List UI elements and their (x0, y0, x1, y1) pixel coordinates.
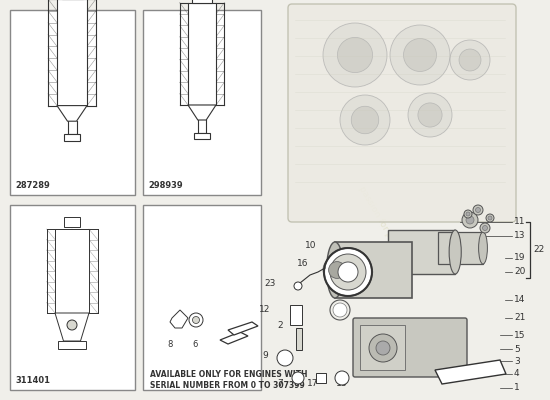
Circle shape (335, 371, 349, 385)
Bar (57, 0, 87, 106)
Bar (64, 217, 80, 227)
Bar (143, 10, 261, 195)
Ellipse shape (478, 232, 487, 264)
Bar (335, 242, 412, 298)
Bar (143, 205, 261, 390)
Circle shape (62, 315, 82, 335)
Text: AVAILABLE ONLY FOR ENGINES WITH: AVAILABLE ONLY FOR ENGINES WITH (150, 370, 307, 379)
Text: 287289: 287289 (15, 181, 50, 190)
Bar (64, 134, 80, 141)
Circle shape (328, 262, 345, 278)
Circle shape (466, 216, 474, 224)
Text: SERIAL NUMBER FROM 0 TO 307399: SERIAL NUMBER FROM 0 TO 307399 (150, 381, 305, 390)
Circle shape (459, 49, 481, 71)
Circle shape (482, 226, 487, 230)
Text: 10: 10 (305, 240, 316, 250)
Text: 16: 16 (296, 258, 308, 268)
Bar (10, 10, 135, 195)
Circle shape (376, 341, 390, 355)
Text: 311401: 311401 (15, 376, 50, 385)
Circle shape (404, 38, 437, 72)
Ellipse shape (327, 242, 343, 298)
Text: 11: 11 (514, 218, 525, 226)
Circle shape (324, 248, 372, 296)
Text: 20: 20 (514, 268, 525, 276)
Text: 13: 13 (514, 232, 525, 240)
Text: 23: 23 (265, 278, 276, 288)
Circle shape (486, 214, 494, 222)
Text: passion for parts: passion for parts (357, 185, 403, 255)
Circle shape (473, 205, 483, 215)
Circle shape (476, 208, 481, 212)
Circle shape (292, 372, 304, 384)
Bar (290, 305, 302, 325)
Circle shape (189, 313, 203, 327)
Circle shape (277, 350, 293, 366)
Circle shape (408, 93, 452, 137)
Text: 2: 2 (277, 322, 283, 330)
Text: 1: 1 (514, 384, 520, 392)
Circle shape (323, 23, 387, 87)
Text: 6: 6 (192, 340, 197, 349)
Text: 7: 7 (277, 380, 283, 388)
Bar (438, 232, 483, 264)
Circle shape (466, 212, 470, 216)
Circle shape (337, 37, 372, 73)
Circle shape (340, 95, 390, 145)
Circle shape (462, 212, 478, 228)
Text: 9: 9 (262, 352, 268, 360)
Bar (55, 229, 89, 313)
Text: 5: 5 (514, 344, 520, 354)
Bar (58, 341, 86, 349)
Bar (194, 132, 210, 139)
Polygon shape (57, 106, 87, 121)
Circle shape (67, 320, 77, 330)
Circle shape (338, 262, 358, 282)
Circle shape (294, 282, 302, 290)
Bar (388, 230, 455, 274)
Text: 3: 3 (514, 356, 520, 366)
Text: 12: 12 (258, 306, 270, 314)
FancyBboxPatch shape (353, 318, 467, 377)
Polygon shape (188, 105, 216, 120)
Text: 298939: 298939 (148, 181, 183, 190)
FancyBboxPatch shape (288, 4, 516, 222)
Circle shape (192, 316, 200, 324)
Circle shape (369, 334, 397, 362)
Text: passion for parts: passion for parts (56, 242, 84, 318)
Circle shape (464, 210, 472, 218)
Bar (192, 0, 212, 2)
Ellipse shape (449, 230, 461, 274)
Circle shape (480, 223, 490, 233)
Text: passion for parts: passion for parts (186, 242, 214, 318)
Bar (360, 325, 405, 370)
Circle shape (330, 254, 366, 290)
Circle shape (418, 103, 442, 127)
Circle shape (390, 25, 450, 85)
Text: 22: 22 (533, 246, 544, 254)
Circle shape (450, 40, 490, 80)
Circle shape (351, 106, 379, 134)
Text: 14: 14 (514, 296, 525, 304)
Bar (10, 205, 135, 390)
Polygon shape (220, 332, 248, 344)
Text: 19: 19 (514, 254, 525, 262)
Polygon shape (228, 322, 258, 335)
Text: 4: 4 (514, 370, 520, 378)
Circle shape (323, 256, 351, 284)
Polygon shape (55, 313, 89, 341)
Circle shape (333, 303, 347, 317)
Text: 21: 21 (514, 314, 525, 322)
Bar (316, 373, 326, 383)
Text: 17: 17 (306, 380, 318, 388)
Bar (188, 2, 216, 105)
Text: 8: 8 (167, 340, 173, 349)
Polygon shape (435, 360, 506, 384)
Polygon shape (170, 310, 188, 328)
Text: 18: 18 (336, 380, 347, 388)
Text: 15: 15 (514, 330, 525, 340)
Circle shape (488, 216, 492, 220)
Bar (296, 328, 302, 350)
